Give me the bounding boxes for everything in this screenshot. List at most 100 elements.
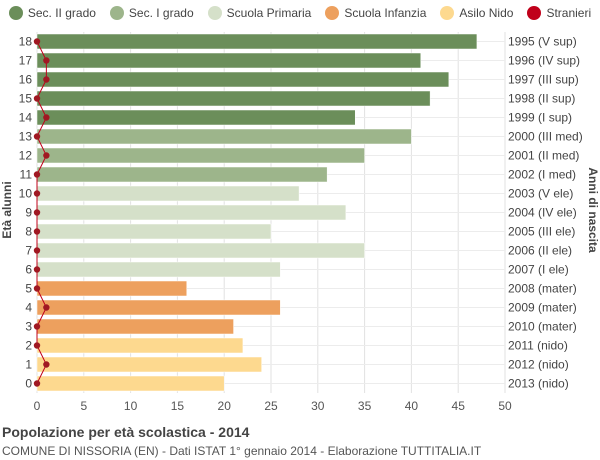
chart-subtitle: COMUNE DI NISSORIA (EN) - Dati ISTAT 1° … <box>2 444 482 458</box>
bar-age-8 <box>36 223 272 240</box>
bar-age-18 <box>36 33 478 50</box>
age-label: 4 <box>25 301 32 315</box>
birth-year-label: 1995 (V sup) <box>508 35 577 49</box>
x-tick-label: 45 <box>452 399 466 413</box>
legend-swatch <box>8 6 23 20</box>
x-tick-label: 10 <box>124 399 138 413</box>
stranieri-point <box>33 285 41 292</box>
stranieri-point <box>43 361 50 368</box>
legend-item-scuola-primaria: Scuola Primaria <box>207 6 312 20</box>
stranieri-point <box>33 247 41 254</box>
legend-label: Stranieri <box>546 6 592 20</box>
age-label: 0 <box>25 377 32 391</box>
age-label: 3 <box>25 320 32 334</box>
stranieri-point <box>43 76 50 83</box>
stranieri-point <box>33 342 41 349</box>
legend: Sec. II grado Sec. I grado Scuola Primar… <box>0 6 600 20</box>
age-label: 15 <box>19 92 33 106</box>
bar-age-12 <box>36 147 365 164</box>
age-label: 9 <box>25 206 32 220</box>
bars <box>36 33 478 392</box>
x-tick-label: 20 <box>218 399 232 413</box>
birth-year-label: 2004 (IV ele) <box>508 206 577 220</box>
age-label: 17 <box>19 54 33 68</box>
birth-year-label: 1997 (III sup) <box>508 73 579 87</box>
birth-year-label: 2012 (nido) <box>508 358 569 372</box>
birth-year-label: 2002 (I med) <box>508 168 576 182</box>
x-tick-label: 40 <box>405 399 419 413</box>
stranieri-point <box>33 323 41 330</box>
age-label: 13 <box>19 130 33 144</box>
birth-year-label: 2013 (nido) <box>508 377 569 391</box>
stranieri-point <box>33 38 41 45</box>
bar-age-2 <box>36 337 244 354</box>
legend-item-sec-ii-grado: Sec. II grado <box>8 6 96 20</box>
birth-year-label: 1996 (IV sup) <box>508 54 580 68</box>
legend-label: Scuola Primaria <box>226 6 312 20</box>
age-label: 16 <box>19 73 33 87</box>
birth-year-label: 2009 (mater) <box>508 301 577 315</box>
bar-age-4 <box>36 299 281 316</box>
stranieri-point <box>33 266 41 273</box>
age-label: 8 <box>25 225 32 239</box>
bar-age-11 <box>36 166 328 183</box>
bar-age-17 <box>36 52 422 69</box>
legend-item-stranieri: Stranieri <box>527 6 591 20</box>
legend-swatch <box>527 6 542 20</box>
stranieri-point <box>43 57 50 64</box>
chart-title: Popolazione per età scolastica - 2014 <box>2 424 250 440</box>
legend-item-scuola-infanzia: Scuola Infanzia <box>325 6 426 20</box>
stranieri-point <box>33 171 41 178</box>
legend-item-sec-i-grado: Sec. I grado <box>109 6 194 20</box>
stranieri-point <box>43 152 50 159</box>
stranieri-point <box>33 95 41 102</box>
x-tick-labels: 0 5 10 15 20 25 30 35 40 45 50 <box>34 399 512 413</box>
bar-age-13 <box>36 128 412 145</box>
stranieri-point <box>33 133 41 140</box>
y-axis-right-title: Anni di nascita <box>586 167 600 253</box>
birth-year-label: 2008 (mater) <box>508 282 577 296</box>
stranieri-point <box>33 209 41 216</box>
bar-age-10 <box>36 185 300 202</box>
x-tick-label: 35 <box>358 399 372 413</box>
legend-label: Asilo Nido <box>459 6 514 20</box>
legend-swatch <box>325 6 340 20</box>
x-tick-label: 30 <box>311 399 325 413</box>
birth-year-label: 2011 (nido) <box>508 339 568 353</box>
legend-label: Sec. II grado <box>27 6 96 20</box>
stranieri-point <box>33 190 41 197</box>
birth-year-label: 1998 (II sup) <box>508 92 575 106</box>
age-label: 6 <box>25 263 32 277</box>
x-tick-label: 25 <box>264 399 278 413</box>
stranieri-point <box>33 380 41 387</box>
stranieri-point <box>43 114 50 121</box>
age-label: 11 <box>20 168 33 182</box>
bar-age-5 <box>36 280 188 297</box>
bar-age-14 <box>36 109 356 126</box>
legend-label: Scuola Infanzia <box>344 6 427 20</box>
x-tick-label: 50 <box>498 399 512 413</box>
birth-year-label: 2005 (III ele) <box>508 225 575 239</box>
stranieri-line <box>33 38 50 387</box>
bar-age-9 <box>36 204 347 221</box>
legend-item-asilo-nido: Asilo Nido <box>440 6 513 20</box>
y-axis-left-title: Età alunni <box>0 181 14 238</box>
age-label: 10 <box>19 187 33 201</box>
legend-label: Sec. I grado <box>128 6 194 20</box>
age-label: 1 <box>25 358 32 372</box>
birth-year-label: 1999 (I sup) <box>508 111 572 125</box>
legend-swatch <box>207 6 222 20</box>
birth-year-label: 2010 (mater) <box>508 320 577 334</box>
birth-year-tick-labels: 1995 (V sup) 1996 (IV sup) 1997 (III sup) 1… <box>508 35 583 391</box>
x-tick-label: 5 <box>80 399 87 413</box>
age-label: 2 <box>25 339 32 353</box>
birth-year-label: 2000 (III med) <box>508 130 583 144</box>
bar-age-0 <box>36 375 225 392</box>
birth-year-label: 2007 (I ele) <box>508 263 569 277</box>
bar-age-7 <box>36 242 365 259</box>
x-tick-label: 0 <box>34 399 41 413</box>
age-label: 18 <box>19 35 33 49</box>
x-tick-label: 15 <box>171 399 185 413</box>
